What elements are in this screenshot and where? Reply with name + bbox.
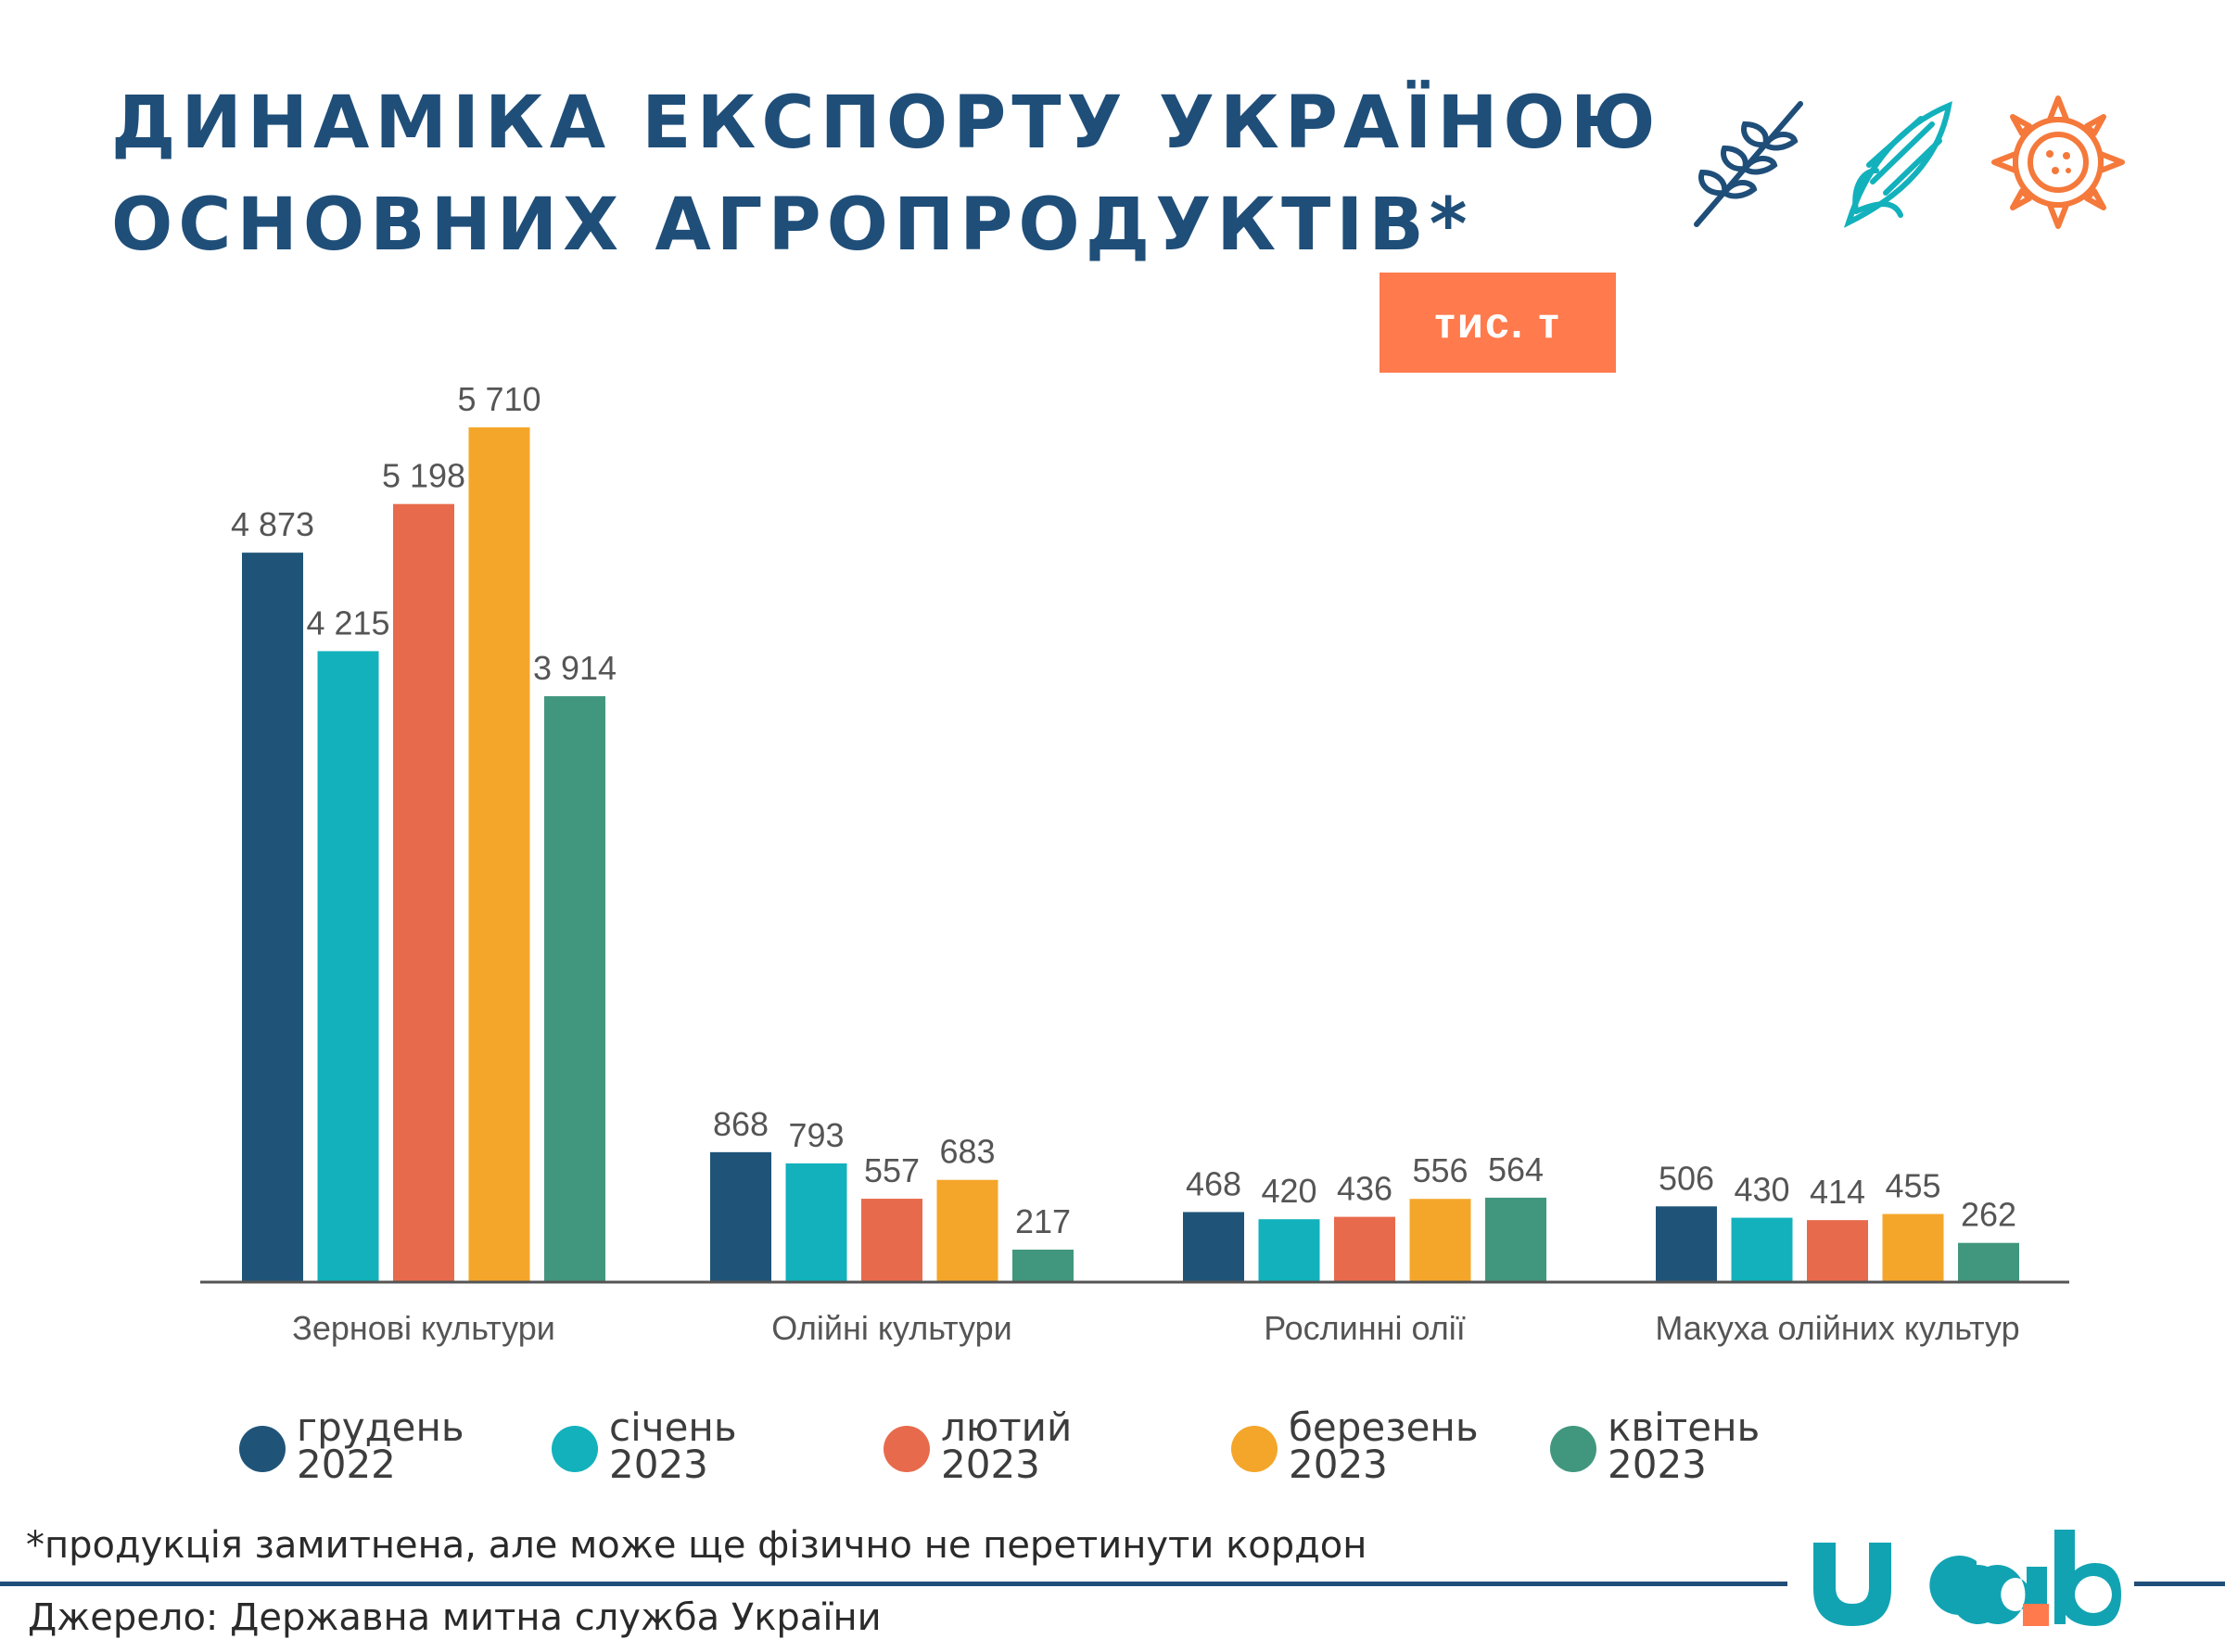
data-label: 468 xyxy=(1186,1164,1241,1202)
data-label: 3 914 xyxy=(533,649,617,687)
data-label: 455 xyxy=(1885,1167,1940,1205)
data-label: 5 198 xyxy=(382,457,465,495)
data-label: 557 xyxy=(864,1151,920,1189)
bar xyxy=(242,553,303,1282)
bar xyxy=(1334,1216,1395,1282)
data-label: 868 xyxy=(713,1105,769,1143)
data-label: 262 xyxy=(1961,1196,2016,1234)
legend-swatch xyxy=(552,1426,598,1472)
wheat-icon xyxy=(1694,101,1803,227)
legend-swatch xyxy=(1231,1426,1278,1472)
bar xyxy=(317,651,379,1282)
bar xyxy=(936,1179,998,1282)
footnote: *продукція замитнена, але може ще фізичн… xyxy=(26,1524,1367,1567)
data-label: 793 xyxy=(788,1116,844,1154)
legend-swatch xyxy=(239,1426,286,1472)
data-label: 436 xyxy=(1337,1170,1392,1208)
x-tick-label: Макуха олійних культур xyxy=(1655,1309,2019,1347)
legend-swatch xyxy=(884,1426,930,1472)
data-label: 683 xyxy=(939,1133,995,1171)
data-label: 414 xyxy=(1810,1173,1865,1211)
legend-label: січень 2023 xyxy=(609,1404,737,1487)
footer-rule-left xyxy=(0,1582,1787,1586)
bar xyxy=(1958,1242,2019,1282)
sunflower-icon xyxy=(1991,95,2125,229)
bar xyxy=(710,1151,771,1282)
legend-label: квітень 2023 xyxy=(1608,1404,1761,1487)
x-tick-label: Олійні культури xyxy=(771,1309,1012,1347)
data-label: 4 873 xyxy=(231,505,314,543)
x-tick-label: Рослинні олії xyxy=(1264,1309,1466,1347)
bar xyxy=(468,427,530,1282)
bar xyxy=(861,1199,922,1282)
corn-icon xyxy=(1843,101,1952,228)
bar xyxy=(1183,1212,1244,1282)
data-label: 430 xyxy=(1734,1171,1789,1209)
source-note: Джерело: Державна митна служба України xyxy=(28,1596,882,1639)
bar xyxy=(1012,1249,1074,1282)
ucab-logo xyxy=(1813,1530,2121,1626)
bar xyxy=(1882,1214,1944,1282)
data-label: 5 710 xyxy=(457,380,540,418)
bar xyxy=(393,503,454,1282)
unit-badge: тис. т xyxy=(1380,273,1616,373)
bar xyxy=(1807,1220,1868,1282)
data-label: 4 215 xyxy=(306,604,389,642)
bar xyxy=(1731,1217,1793,1282)
bar xyxy=(785,1163,847,1282)
legend: грудень 2022 січень 2023 лютий 2023 березен… xyxy=(0,1404,2225,1511)
legend-label: грудень 2022 xyxy=(297,1404,464,1487)
title-line-1: ДИНАМІКА ЕКСПОРТУ УКРАЇНОЮ xyxy=(111,82,1661,165)
data-label: 564 xyxy=(1488,1150,1544,1188)
bar xyxy=(1258,1219,1320,1282)
legend-swatch xyxy=(1550,1426,1596,1472)
bar xyxy=(1656,1206,1717,1282)
data-label: 556 xyxy=(1412,1151,1468,1189)
legend-label: березень 2023 xyxy=(1289,1404,1479,1487)
bar xyxy=(1485,1197,1546,1282)
data-label: 506 xyxy=(1659,1159,1714,1197)
bar xyxy=(544,696,605,1282)
bar xyxy=(1409,1199,1471,1282)
x-tick-label: Зернові культури xyxy=(292,1309,555,1347)
title-line-2: ОСНОВНИХ АГРОПРОДУКТІВ* xyxy=(111,184,1473,267)
data-label: 217 xyxy=(1015,1202,1071,1240)
footer-rule-right xyxy=(2134,1582,2225,1586)
bar-chart: 4 873 868 468 506 4 215 793 420 430 5 198 557 436 4… xyxy=(200,380,2069,1347)
legend-label: лютий 2023 xyxy=(941,1404,1073,1487)
data-label: 420 xyxy=(1261,1172,1316,1210)
chart-title: ДИНАМІКА ЕКСПОРТУ УКРАЇНОЮ ОСНОВНИХ АГРО… xyxy=(111,72,1660,276)
